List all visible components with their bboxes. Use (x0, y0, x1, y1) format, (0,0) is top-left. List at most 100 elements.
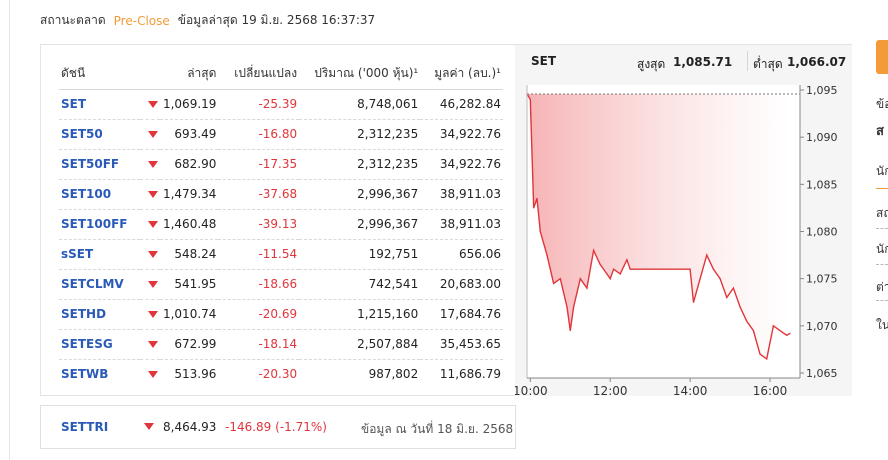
index-change: -11.54 (218, 239, 300, 270)
index-volume: 2,996,367 (299, 179, 421, 210)
chart-header: SET สูงสุด 1,085.71 ต่ำสุด 1,066.07 (515, 45, 852, 77)
table-row[interactable]: SET100 1,479.34 -37.68 2,996,367 38,911.03 (59, 179, 503, 210)
intraday-chart[interactable]: 1,095 1,090 1,085 1,080 1,075 1,070 1,065 10:00… (515, 77, 852, 396)
settri-date: ข้อมูล ณ วันที่ 18 มิ.ย. 2568 (361, 422, 514, 436)
direction-cell (140, 359, 160, 389)
table-row[interactable]: SETCLMV 541.95 -18.66 742,541 20,683.00 (59, 269, 503, 300)
col-change: เปลี่ยนแปลง (218, 59, 300, 90)
index-value: 656.06 (420, 239, 503, 270)
index-last: 682.90 (159, 149, 219, 180)
down-arrow-icon (147, 101, 158, 108)
index-change: -20.69 (218, 299, 300, 330)
down-arrow-icon (147, 131, 158, 138)
data-point (573, 306, 575, 308)
right-text-4: สถ (876, 206, 888, 220)
right-underline (876, 188, 888, 189)
right-text-3: นัก (876, 164, 888, 178)
low-label: ต่ำสุด (753, 57, 783, 71)
x-tick-label: 14:00 (673, 384, 708, 396)
data-point (772, 325, 774, 327)
y-tick-label: 1,085 (806, 178, 838, 191)
market-status-bar: สถานะตลาด Pre-Close ข้อมูลล่าสุด 19 มิ.ย… (40, 11, 375, 30)
data-point (569, 329, 571, 332)
index-last: 548.24 (159, 239, 219, 270)
right-text-5: นัก (876, 242, 888, 256)
settri-name[interactable]: SETTRI (61, 420, 109, 434)
data-point (706, 254, 708, 256)
index-name[interactable]: SET100 (59, 179, 140, 210)
series-line (526, 93, 791, 361)
low-value: 1,066.07 (787, 55, 847, 69)
data-point (732, 287, 735, 289)
index-name[interactable]: SETESG (59, 329, 140, 360)
index-name[interactable]: SET100FF (59, 209, 140, 240)
index-change: -25.39 (218, 89, 300, 120)
direction-cell (139, 269, 160, 300)
index-name[interactable]: SETHD (59, 299, 140, 330)
y-tick-label: 1,090 (806, 131, 838, 144)
data-point (626, 259, 628, 261)
table-row[interactable]: SETWB 513.96 -20.30 987,802 11,686.79 (59, 359, 503, 389)
data-point (553, 282, 555, 284)
settri-box: SETTRI 8,464.93 -146.89 (-1.71%) ข้อมูล … (40, 405, 516, 449)
data-point (609, 278, 611, 280)
data-point (789, 332, 791, 334)
index-last: 513.96 (174, 367, 217, 382)
settri-change: -146.89 (-1.71%) (225, 420, 327, 434)
orange-tab[interactable] (876, 40, 888, 74)
index-volume: 8,748,061 (299, 89, 421, 120)
table-row[interactable]: SETHD 1,010.74 -20.69 1,215,160 17,684.76 (59, 299, 503, 330)
index-name[interactable]: SET50 (59, 119, 140, 150)
direction-cell (139, 179, 160, 210)
index-name[interactable]: SET (59, 89, 140, 120)
data-point (546, 254, 548, 256)
index-change: -37.68 (218, 179, 300, 210)
col-direction (139, 59, 160, 90)
index-change: -20.30 (258, 367, 298, 382)
y-tick-label: 1,075 (806, 273, 838, 286)
last-updated: ข้อมูลล่าสุด 19 มิ.ย. 2568 16:37:37 (177, 13, 376, 27)
left-border (0, 0, 10, 460)
index-name[interactable]: SETCLMV (59, 269, 140, 300)
direction-cell (139, 149, 160, 180)
index-value: 38,911.03 (420, 179, 503, 210)
index-volume: 2,312,235 (299, 119, 421, 150)
market-status-label: สถานะตลาด (40, 13, 106, 27)
y-tick-label: 1,065 (806, 367, 838, 380)
data-point (559, 278, 561, 280)
data-point (592, 249, 595, 251)
data-point (712, 268, 715, 270)
index-last: 672.99 (159, 329, 219, 360)
index-change: -17.35 (218, 149, 300, 180)
index-card: ดัชนี ล่าสุด เปลี่ยนแปลง ปริมาณ ('000 หุ… (40, 44, 852, 396)
table-row[interactable]: SETESG 672.99 -18.14 2,507,884 35,453.65 (59, 329, 503, 360)
data-point (692, 301, 695, 303)
table-row[interactable]: SET50 693.49 -16.80 2,312,235 34,922.76 (59, 119, 503, 150)
index-volume: 2,507,884 (299, 329, 421, 360)
right-divider-1 (876, 228, 888, 229)
table-row[interactable]: SET 1,069.19 -25.39 8,748,061 46,282.84 (59, 89, 503, 120)
header-divider (747, 51, 748, 71)
table-row[interactable]: SET100FF 1,460.48 -39.13 2,996,367 38,911.03 (59, 209, 503, 240)
data-point (719, 278, 721, 280)
table-row[interactable]: SET50FF 682.90 -17.35 2,312,235 34,922.76 (59, 149, 503, 180)
col-volume: ปริมาณ ('000 หุ้น)¹ (299, 59, 421, 90)
down-arrow-icon (147, 281, 158, 288)
table-header-row: ดัชนี ล่าสุด เปลี่ยนแปลง ปริมาณ ('000 หุ… (59, 59, 503, 90)
table-row[interactable]: sSET 548.24 -11.54 192,751 656.06 (59, 239, 503, 270)
down-arrow-icon (144, 423, 154, 430)
index-name[interactable]: sSET (59, 239, 140, 270)
index-change: -39.13 (218, 209, 300, 240)
data-point (579, 278, 581, 280)
index-name[interactable]: SETWB (61, 367, 109, 382)
down-arrow-icon (147, 221, 158, 228)
chart-panel: SET สูงสุด 1,085.71 ต่ำสุด 1,066.07 1,09… (515, 45, 852, 396)
index-value: 34,922.76 (420, 149, 503, 180)
data-point (689, 268, 691, 270)
index-name[interactable]: SET50FF (59, 149, 140, 180)
right-text-7: ใน (876, 318, 888, 332)
index-value: 35,453.65 (420, 329, 503, 360)
index-value: 46,282.84 (420, 89, 503, 120)
index-volume: 2,312,235 (299, 149, 421, 180)
right-divider-3 (876, 300, 888, 301)
